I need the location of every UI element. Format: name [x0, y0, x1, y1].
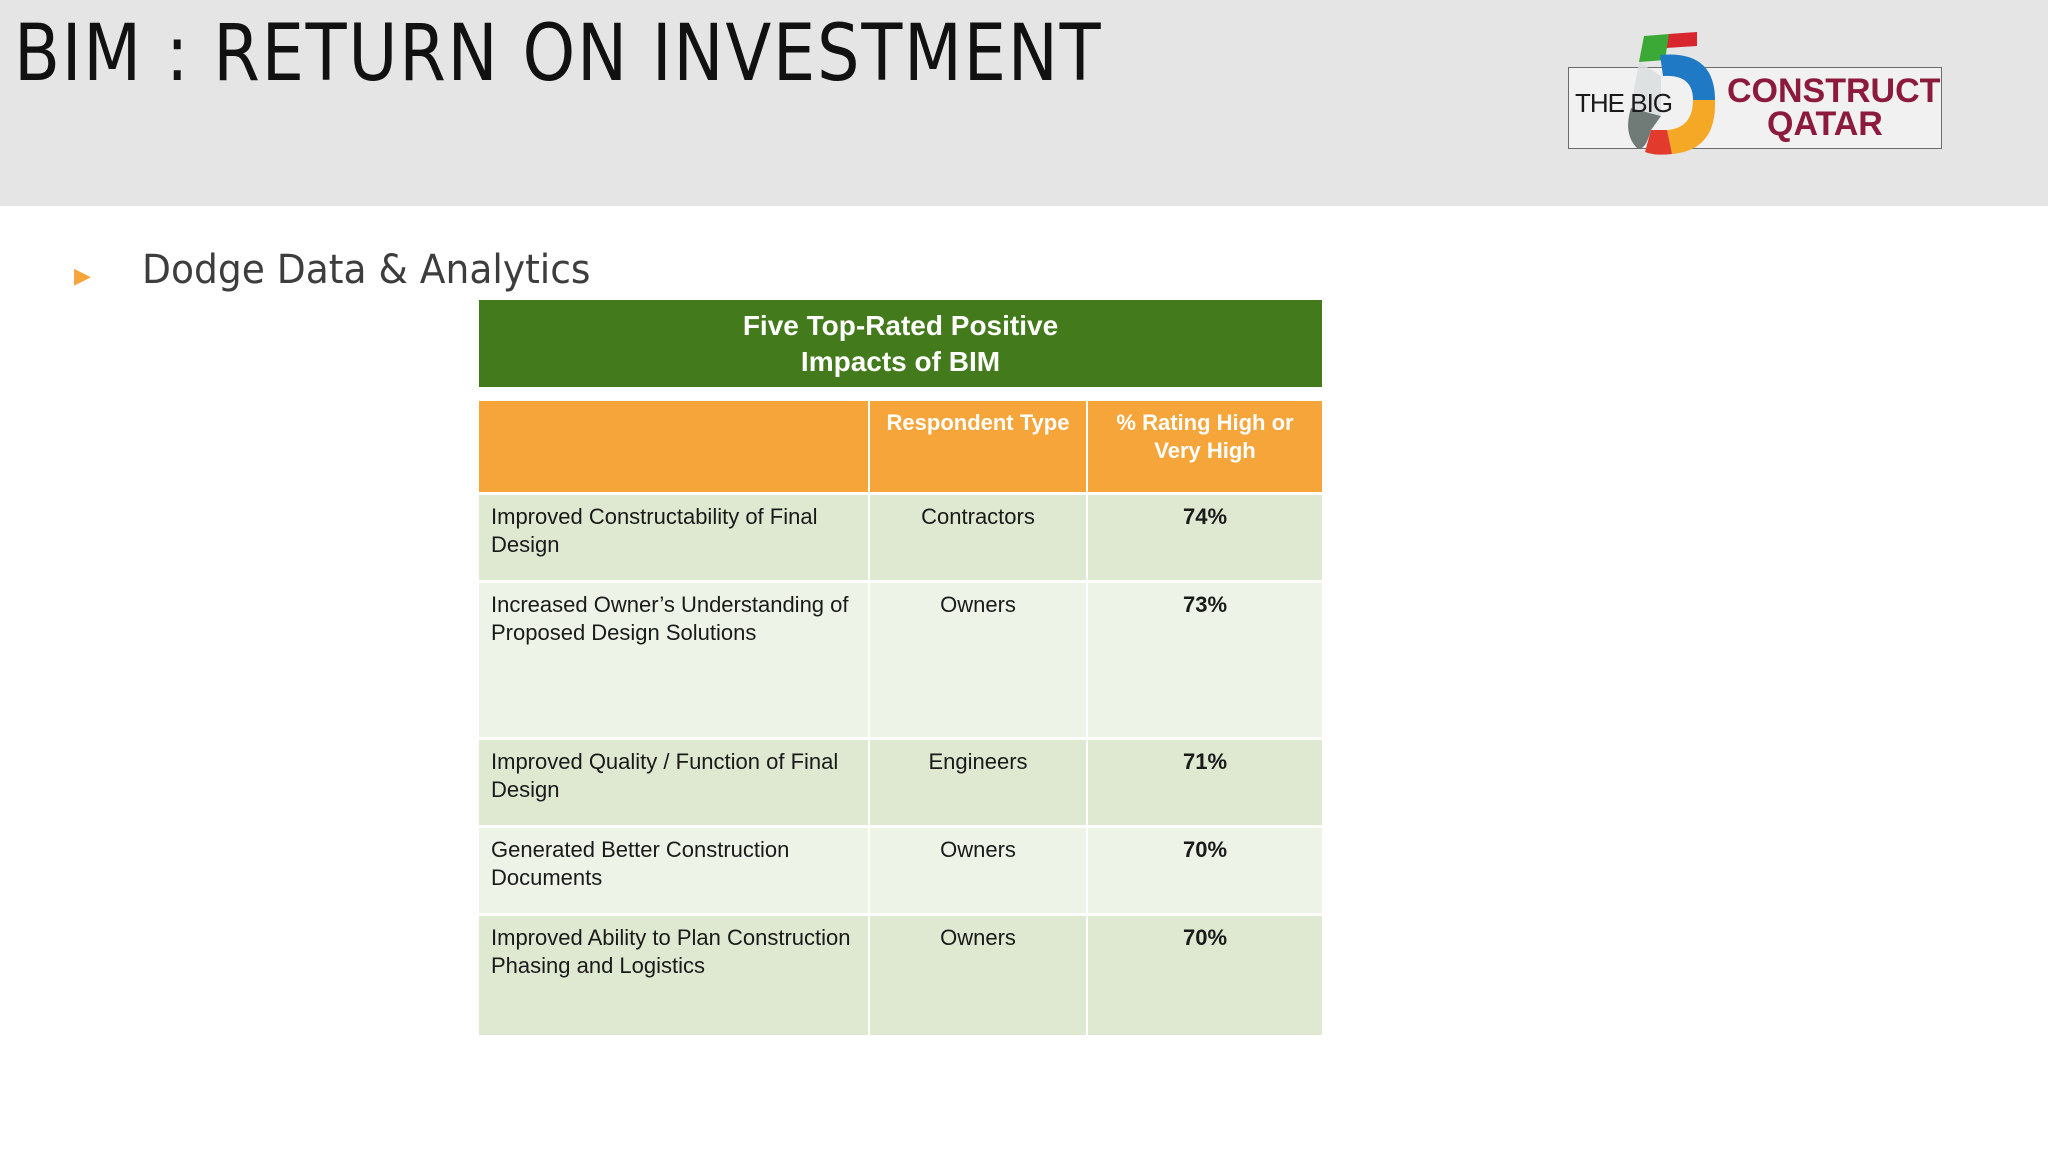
percent-cell: 70% — [1087, 914, 1322, 1038]
impact-cell: Improved Constructability of Final Desig… — [479, 493, 870, 583]
bullet-source-text: Dodge Data & Analytics — [142, 247, 591, 293]
percent-cell: 73% — [1087, 581, 1322, 740]
table-row: Improved Ability to Plan Construction Ph… — [479, 914, 1322, 1038]
bim-impacts-table: Five Top-Rated Positive Impacts of BIM R… — [479, 300, 1322, 1038]
table-title-line-2: Impacts of BIM — [800, 345, 1001, 377]
header-impact — [479, 401, 870, 495]
impact-cell: Improved Ability to Plan Construction Ph… — [479, 914, 870, 1038]
percent-cell: 74% — [1087, 493, 1322, 583]
table-header-row: Respondent Type % Rating High or Very Hi… — [479, 401, 1322, 495]
table-row: Increased Owner’s Understanding of Propo… — [479, 581, 1322, 740]
header-bar: BIM : RETURN ON INVESTMENT THE BIG CONST… — [0, 0, 2048, 206]
respondent-type-cell: Engineers — [869, 738, 1088, 828]
table-spacer — [479, 387, 1322, 401]
respondent-type-cell: Owners — [869, 826, 1088, 916]
percent-cell: 71% — [1087, 738, 1322, 828]
respondent-type-cell: Owners — [869, 581, 1088, 740]
logo-text-construct: CONSTRUCT — [1727, 72, 1941, 110]
impact-cell: Increased Owner’s Understanding of Propo… — [479, 581, 870, 740]
header-percent-rating: % Rating High or Very High — [1087, 401, 1322, 495]
impact-cell: Generated Better Construction Documents — [479, 826, 870, 916]
respondent-type-cell: Contractors — [869, 493, 1088, 583]
table-title-line-1: Five Top-Rated Positive — [742, 309, 1059, 341]
slide-title: BIM : RETURN ON INVESTMENT — [14, 9, 1103, 99]
table-row: Improved Constructability of Final Desig… — [479, 493, 1322, 583]
respondent-type-cell: Owners — [869, 914, 1088, 1038]
big5-construct-qatar-logo: THE BIG CONSTRUCT QATAR — [1565, 30, 1945, 180]
impact-cell: Improved Quality / Function of Final Des… — [479, 738, 870, 828]
impacts-data-table: Respondent Type % Rating High or Very Hi… — [479, 401, 1322, 1038]
big5-emblem-icon — [1628, 32, 1716, 155]
table-row: Generated Better Construction Documents … — [479, 826, 1322, 916]
percent-cell: 70% — [1087, 826, 1322, 916]
table-row: Improved Quality / Function of Final Des… — [479, 738, 1322, 828]
logo-text-qatar: QATAR — [1767, 105, 1883, 143]
table-title: Five Top-Rated Positive Impacts of BIM — [479, 300, 1322, 387]
logo-text-the-big: THE BIG — [1575, 88, 1673, 118]
triangle-right-icon: ▶ — [74, 263, 91, 288]
header-respondent-type: Respondent Type — [869, 401, 1088, 495]
